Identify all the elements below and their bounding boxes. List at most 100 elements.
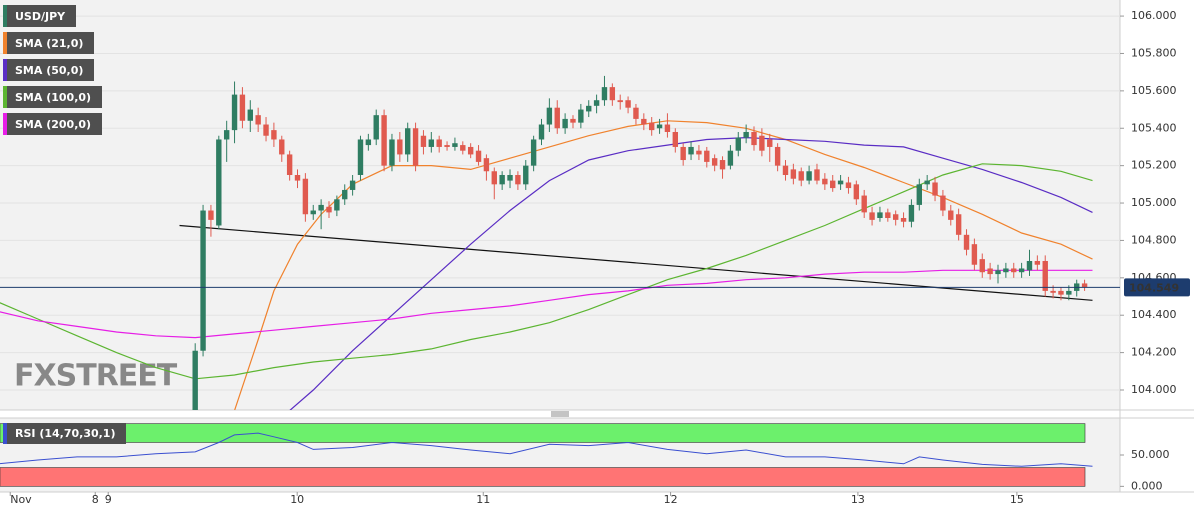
candle-body (593, 100, 600, 106)
legend-swatch (3, 423, 7, 444)
candle-body (389, 139, 395, 166)
candle-body (877, 212, 883, 218)
candle-body (231, 94, 238, 131)
candle-body (562, 118, 568, 129)
candle-body (239, 94, 246, 121)
candle-body (491, 171, 497, 185)
rsi-line (0, 432, 1093, 467)
candle-body (452, 143, 458, 147)
candle-body (853, 184, 860, 200)
candle-body (255, 115, 261, 125)
labels-layer: 104.000104.200104.400104.600104.800105.0… (3, 5, 1190, 506)
candle-body (814, 169, 820, 181)
candle-body (900, 217, 907, 222)
y-tick-label: 50.000 (1131, 448, 1170, 461)
candle-body (546, 107, 553, 125)
candle-body (412, 128, 419, 166)
divider-handle[interactable] (551, 411, 569, 417)
y-tick-label: 104.400 (1131, 308, 1177, 321)
y-tick-label: 104.200 (1131, 346, 1177, 359)
candle-body (365, 139, 372, 146)
y-tick-label: 105.000 (1131, 196, 1177, 209)
main-layer: FXSTREET (0, 15, 1120, 410)
sma-line (289, 136, 1093, 410)
candle-body (743, 131, 749, 138)
candle-body (940, 195, 946, 211)
candle-body (1050, 290, 1056, 293)
candle-body (405, 128, 411, 155)
legend-box[interactable] (3, 32, 94, 54)
candle-body (1066, 290, 1072, 295)
rsi-band (0, 467, 1086, 487)
candle-body (428, 139, 435, 147)
candle-body (208, 210, 214, 220)
candle-body (916, 184, 922, 205)
candle-body (830, 180, 836, 189)
candle-body (223, 130, 230, 140)
candle-body (279, 139, 285, 155)
candle-body (334, 199, 340, 211)
x-tick-label: 8 (92, 493, 99, 506)
y-tick-label: 105.400 (1131, 121, 1177, 134)
last-price-box (1124, 278, 1190, 297)
candle-body (200, 210, 206, 351)
legend-box[interactable] (3, 5, 76, 27)
y-tick-label: 105.600 (1131, 84, 1177, 97)
candle-body (719, 160, 726, 170)
legend-swatch (3, 86, 7, 108)
candle-body (641, 118, 647, 125)
candle-body (664, 124, 671, 132)
candle-body (609, 87, 616, 101)
y-tick-label: 104.800 (1131, 233, 1177, 246)
candle-body (467, 146, 474, 155)
candle-body (1081, 283, 1088, 288)
candle-body (578, 109, 584, 123)
candle-body (971, 244, 978, 265)
candle-body (192, 350, 198, 410)
legend-box[interactable] (3, 113, 102, 135)
legend-label: SMA (100,0) (15, 91, 91, 104)
candle-body (263, 124, 269, 136)
candle-body (822, 178, 828, 185)
legend-label: SMA (50,0) (15, 64, 83, 77)
candle-body (837, 180, 844, 185)
watermark: FXSTREET (14, 359, 178, 394)
candle-body (1034, 260, 1041, 265)
legend-box[interactable] (3, 59, 94, 81)
candle-body (696, 150, 702, 155)
candle-body (885, 212, 891, 218)
legend-label: SMA (21,0) (15, 37, 83, 50)
rsi-layer (0, 423, 1093, 487)
candle-body (924, 180, 930, 185)
candle-body (759, 135, 765, 151)
candle-body (648, 122, 655, 131)
candle-body (672, 131, 679, 147)
candle-body (586, 105, 592, 112)
legend-box[interactable] (3, 423, 126, 444)
candle-body (633, 107, 639, 119)
candle-body (908, 204, 915, 222)
candle-body (373, 115, 379, 140)
y-tick-label: 105.800 (1131, 46, 1177, 59)
candle-body (601, 87, 608, 101)
candle-body (326, 206, 332, 213)
candle-body (318, 204, 324, 211)
candle-body (932, 182, 938, 196)
candle-body (869, 212, 875, 220)
candle-body (1003, 268, 1009, 273)
legend-label: RSI (14,70,30,1) (15, 427, 115, 440)
legend-box[interactable] (3, 86, 102, 108)
legend-label: SMA (200,0) (15, 118, 91, 131)
legend-swatch (3, 113, 7, 135)
candle-body (515, 174, 521, 185)
candle-body (499, 174, 505, 185)
candle-body (987, 268, 993, 275)
candle-body (656, 124, 663, 129)
candle-body (845, 182, 852, 189)
candle-body (294, 174, 301, 181)
candle-body (798, 171, 804, 181)
candle-body (475, 150, 482, 162)
candle-body (1018, 268, 1025, 273)
legend-swatch (3, 59, 7, 81)
candle-body (1042, 260, 1048, 291)
